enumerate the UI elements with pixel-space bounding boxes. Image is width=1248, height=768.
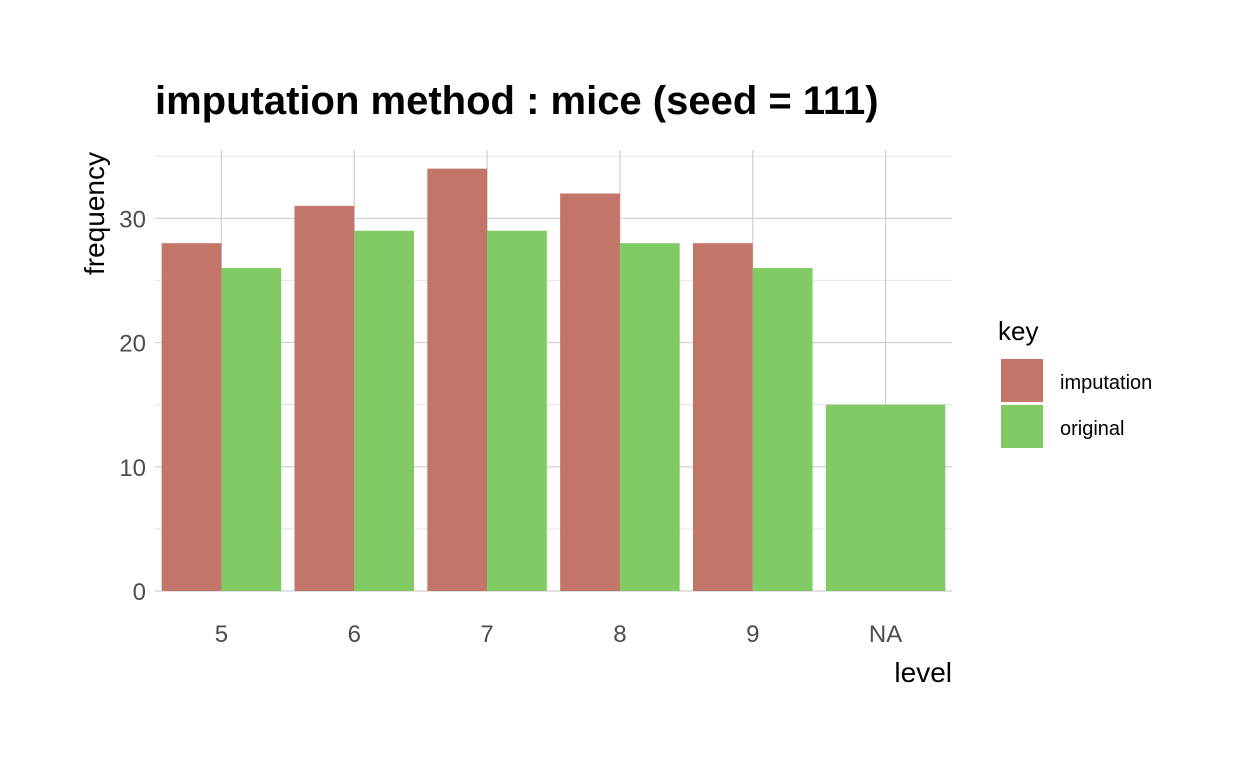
y-tick-label: 20 [119, 331, 146, 358]
x-tick-label: 6 [348, 621, 361, 648]
bar-original-7 [487, 230, 547, 592]
bar-imputation-6 [294, 205, 355, 591]
bar-original-9 [752, 268, 813, 591]
x-tick-label: 5 [215, 621, 228, 648]
legend: key imputation original [998, 316, 1152, 448]
y-tick-label: 30 [119, 206, 146, 233]
y-tick-label: 0 [133, 579, 146, 606]
legend-swatch-imputation [1001, 359, 1043, 402]
legend-label-imputation: imputation [1060, 372, 1152, 394]
bar-original-NA [825, 404, 946, 591]
bar-original-8 [619, 243, 680, 592]
y-axis-title: frequency [79, 152, 110, 275]
bar-imputation-5 [161, 243, 222, 592]
bars [161, 168, 946, 592]
bar-original-5 [221, 268, 282, 591]
legend-title: key [998, 316, 1038, 346]
y-axis-ticks: 0 10 20 30 [119, 206, 146, 606]
chart-title: imputation method : mice (seed = 111) [155, 79, 879, 123]
legend-swatch-original [1001, 405, 1043, 448]
x-tick-label: 7 [480, 621, 493, 648]
x-tick-label: 9 [746, 621, 759, 648]
bar-imputation-9 [692, 243, 753, 592]
y-tick-label: 10 [119, 455, 146, 482]
bar-original-6 [354, 230, 415, 592]
bar-imputation-8 [560, 193, 620, 591]
x-axis-ticks: 5 6 7 8 9 NA [215, 621, 903, 648]
x-axis-title: level [894, 657, 952, 688]
bar-imputation-7 [427, 168, 488, 592]
x-tick-label: 8 [613, 621, 626, 648]
x-tick-label: NA [869, 621, 902, 648]
legend-label-original: original [1060, 418, 1124, 440]
